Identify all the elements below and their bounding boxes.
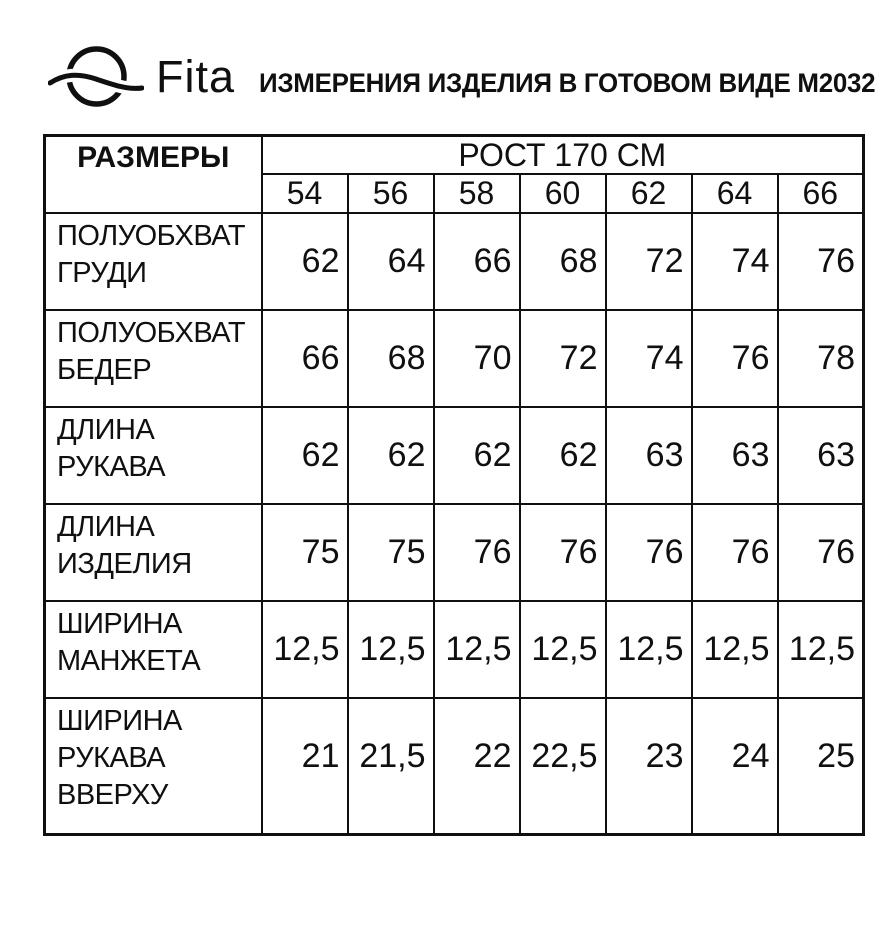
measurement-value-cell: 62 — [346, 406, 435, 505]
measurement-value-cell: 23 — [604, 697, 693, 835]
table-row: ДЛИНА РУКАВА 62 62 62 62 63 63 63 — [43, 406, 865, 505]
row-label: ШИРИНА РУКАВА ВВЕРХУ — [43, 697, 263, 835]
table-row: ШИРИНА РУКАВА ВВЕРХУ 21 21,5 22 22,5 23 24 25 — [43, 697, 865, 835]
measurement-value-cell: 64 — [346, 212, 435, 311]
size-column-header: 56 — [346, 173, 435, 214]
measurement-value-cell: 12,5 — [432, 600, 521, 699]
measurement-value-cell: 25 — [776, 697, 865, 835]
size-table-body: ПОЛУОБХВАТ ГРУДИ 62 64 66 68 72 74 76 ПОЛУОБХВАТ Б… — [43, 212, 865, 835]
row-label-line: ПОЛУОБХВАТ — [57, 220, 246, 252]
measurement-value-cell: 12,5 — [776, 600, 865, 699]
measurement-value-cell: 76 — [776, 212, 865, 311]
size-column-header: 66 — [776, 173, 865, 214]
measurement-value-cell: 12,5 — [346, 600, 435, 699]
measurement-value-cell: 68 — [346, 309, 435, 408]
measurement-value-cell: 74 — [604, 309, 693, 408]
row-label-line: ИЗДЕЛИЯ — [57, 548, 192, 580]
row-label-line: ШИРИНА — [57, 705, 182, 737]
measurement-value-cell: 12,5 — [260, 600, 349, 699]
row-label-line: ШИРИНА — [57, 608, 182, 640]
measurement-value-cell: 76 — [518, 503, 607, 602]
measurement-value-cell: 76 — [690, 309, 779, 408]
fita-globe-ribbon-icon — [48, 46, 144, 107]
measurement-value-cell: 22 — [432, 697, 521, 835]
row-label-line: ПОЛУОБХВАТ — [57, 317, 246, 349]
row-label-line: ГРУДИ — [57, 257, 147, 289]
measurement-value-cell: 74 — [690, 212, 779, 311]
measurement-value-cell: 63 — [604, 406, 693, 505]
measurement-value-cell: 62 — [260, 406, 349, 505]
measurement-value-cell: 62 — [432, 406, 521, 505]
size-table: РАЗМЕРЫ РОСТ 170 СМ 54 56 58 60 62 64 66 ПОЛУО… — [43, 134, 865, 836]
measurement-value-cell: 76 — [604, 503, 693, 602]
measurement-value-cell: 21,5 — [346, 697, 435, 835]
height-group-header: РОСТ 170 СМ — [260, 134, 865, 175]
measurement-value-cell: 72 — [518, 309, 607, 408]
measurement-value-cell: 12,5 — [604, 600, 693, 699]
table-row: ШИРИНА МАНЖЕТА 12,5 12,5 12,5 12,5 12,5 12,5 12,… — [43, 600, 865, 699]
measurement-value-cell: 78 — [776, 309, 865, 408]
row-label: ПОЛУОБХВАТ БЕДЕР — [43, 309, 263, 408]
measurement-value-cell: 66 — [432, 212, 521, 311]
size-column-header: 60 — [518, 173, 607, 214]
brand-name: Fita — [156, 50, 236, 102]
measurement-value-cell: 72 — [604, 212, 693, 311]
row-label-line: ВВЕРХУ — [57, 779, 168, 811]
group-header-row: РАЗМЕРЫ РОСТ 170 СМ — [43, 134, 865, 214]
table-row: ДЛИНА ИЗДЕЛИЯ 75 75 76 76 76 76 76 — [43, 503, 865, 602]
table-row: ПОЛУОБХВАТ ГРУДИ 62 64 66 68 72 74 76 — [43, 212, 865, 311]
size-chart-page: Fita ИЗМЕРЕНИЯ ИЗДЕЛИЯ В ГОТОВОМ ВИДЕ М2… — [0, 40, 896, 951]
measurement-value-cell: 62 — [518, 406, 607, 505]
measurement-value-cell: 63 — [690, 406, 779, 505]
measurement-value-cell: 75 — [346, 503, 435, 602]
measurement-value-cell: 22,5 — [518, 697, 607, 835]
row-label-line: РУКАВА — [57, 742, 166, 774]
size-column-header: 64 — [690, 173, 779, 214]
row-label-line: БЕДЕР — [57, 354, 152, 386]
measurement-value-cell: 12,5 — [690, 600, 779, 699]
measurement-value-cell: 63 — [776, 406, 865, 505]
row-label: ШИРИНА МАНЖЕТА — [43, 600, 263, 699]
row-label: ДЛИНА РУКАВА — [43, 406, 263, 505]
brand-logo: Fita — [48, 40, 235, 112]
table-row: ПОЛУОБХВАТ БЕДЕР 66 68 70 72 74 76 78 — [43, 309, 865, 408]
measurement-value-cell: 70 — [432, 309, 521, 408]
measurement-value-cell: 76 — [776, 503, 865, 602]
row-label-line: ДЛИНА — [57, 414, 155, 446]
measurement-value-cell: 75 — [260, 503, 349, 602]
size-header-row: 54 56 58 60 62 64 66 — [45, 173, 865, 214]
row-label: ДЛИНА ИЗДЕЛИЯ — [43, 503, 263, 602]
corner-header: РАЗМЕРЫ — [43, 134, 263, 214]
row-label-line: МАНЖЕТА — [57, 645, 201, 677]
measurement-value-cell: 76 — [690, 503, 779, 602]
measurement-value-cell: 24 — [690, 697, 779, 835]
measurement-value-cell: 66 — [260, 309, 349, 408]
size-column-header: 54 — [260, 173, 349, 214]
size-column-header: 58 — [432, 173, 521, 214]
row-label: ПОЛУОБХВАТ ГРУДИ — [43, 212, 263, 311]
measurement-value-cell: 21 — [260, 697, 349, 835]
measurement-value-cell: 76 — [432, 503, 521, 602]
measurement-value-cell: 12,5 — [518, 600, 607, 699]
row-label-line: РУКАВА — [57, 451, 166, 483]
measurement-value-cell: 62 — [260, 212, 349, 311]
row-label-line: ДЛИНА — [57, 511, 155, 543]
size-column-header: 62 — [604, 173, 693, 214]
header: Fita ИЗМЕРЕНИЯ ИЗДЕЛИЯ В ГОТОВОМ ВИДЕ М2… — [48, 40, 876, 112]
page-title: ИЗМЕРЕНИЯ ИЗДЕЛИЯ В ГОТОВОМ ВИДЕ М2032 — [259, 67, 876, 98]
size-table-header: РАЗМЕРЫ РОСТ 170 СМ 54 56 58 60 62 64 66 — [43, 134, 865, 214]
measurement-value-cell: 68 — [518, 212, 607, 311]
